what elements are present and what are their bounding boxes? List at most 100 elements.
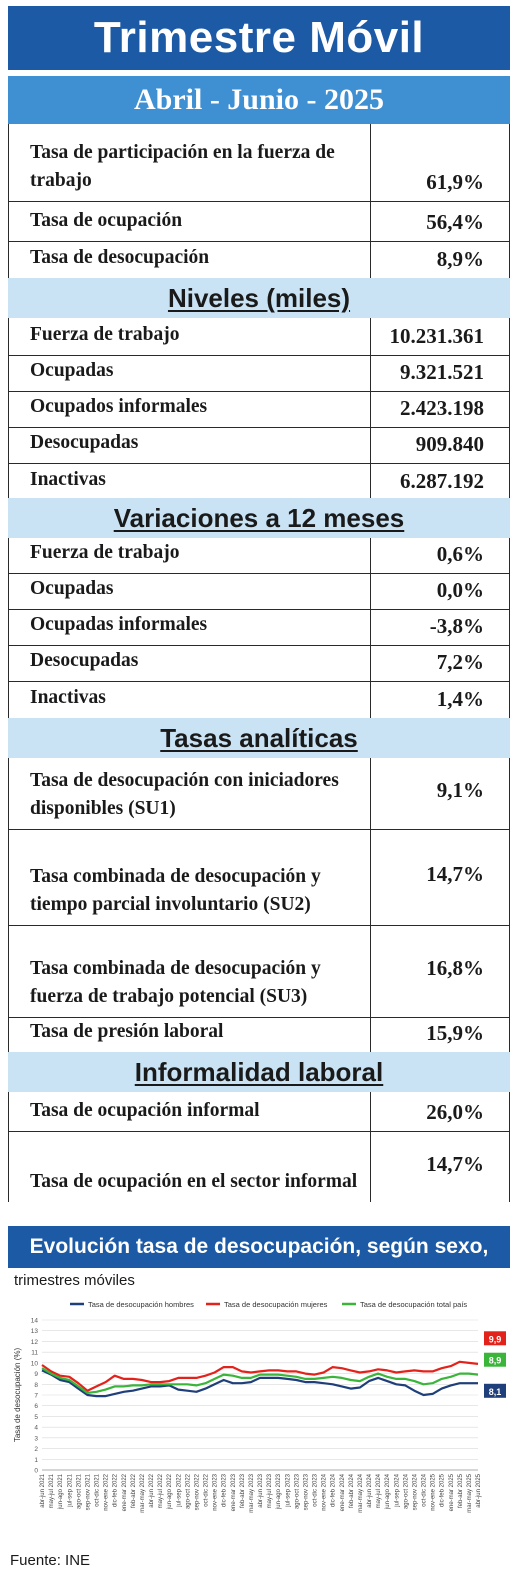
legend-entry: Tasa de desocupación total país	[360, 1300, 467, 1309]
x-tick-label: may-jul 2024	[376, 1473, 382, 1508]
variation-value: 0,0%	[370, 574, 510, 609]
y-tick-label: 7	[34, 1393, 38, 1400]
x-tick-label: oct-dic 2024	[422, 1473, 428, 1506]
rates-table: Tasa de participación en la fuerza de tr…	[8, 124, 510, 278]
x-tick-label: jul-sep 2023	[285, 1473, 291, 1507]
variation-value: 1,4%	[370, 682, 510, 718]
analytic-value: 9,1%	[370, 758, 510, 829]
level-row: Ocupados informales 2.423.198	[8, 392, 510, 428]
rate-label: Tasa de ocupación	[30, 210, 183, 231]
level-row: Desocupadas 909.840	[8, 428, 510, 464]
analytic-row: Tasa de desocupación con iniciadores dis…	[8, 758, 510, 830]
variation-value: 0,6%	[370, 538, 510, 573]
x-tick-label: ene-mar 2024	[340, 1473, 346, 1511]
y-tick-label: 11	[31, 1350, 38, 1357]
rate-label: Tasa de participación en la fuerza de tr…	[30, 142, 335, 191]
x-tick-label: ene-mar 2025	[449, 1473, 455, 1511]
x-tick-label: feb-abr 2024	[349, 1473, 355, 1508]
period-banner: Abril - Junio - 2025	[8, 76, 510, 124]
x-tick-label: ago-oct 2024	[403, 1473, 409, 1509]
informality-row: Tasa de ocupación informal 26,0%	[8, 1092, 510, 1132]
x-tick-label: feb-abr 2022	[131, 1473, 137, 1508]
x-tick-label: sep-nov 2023	[303, 1473, 309, 1510]
analytic-label: Tasa de desocupación con iniciadores dis…	[30, 770, 339, 819]
level-value: 10.231.361	[370, 318, 510, 355]
series-line	[41, 1369, 478, 1398]
x-tick-label: ago-oct 2023	[294, 1473, 300, 1509]
y-tick-label: 10	[31, 1360, 39, 1367]
x-tick-label: jun-ago 2023	[276, 1473, 282, 1510]
x-tick-label: nov-ene 2024	[322, 1473, 328, 1510]
end-label: 9,9	[489, 1334, 502, 1344]
end-label-box	[484, 1352, 506, 1367]
informality-label: Tasa de ocupación en el sector informal	[30, 1171, 358, 1192]
section-title-informality: Informalidad laboral	[8, 1052, 510, 1092]
x-tick-label: may-jul 2022	[158, 1473, 164, 1508]
unemployment-line-chart: Tasa de desocupación hombres Tasa de deso…	[13, 1300, 506, 1513]
y-tick-label: 0	[34, 1468, 38, 1475]
informality-row: Tasa de ocupación en el sector informal …	[8, 1132, 510, 1202]
level-label: Inactivas	[30, 469, 106, 490]
analytic-value: 14,7%	[370, 830, 510, 925]
variation-row: Ocupadas 0,0%	[8, 574, 510, 610]
section-title-analytic: Tasas analíticas	[8, 718, 510, 758]
levels-table: Niveles (miles) Fuerza de trabajo 10.231…	[8, 278, 510, 500]
series-line	[41, 1360, 479, 1392]
analytic-label: Tasa combinada de desocupación y fuerza …	[30, 958, 321, 1007]
level-row: Ocupadas 9.321.521	[8, 356, 510, 392]
x-tick-label: jul-sep 2021	[67, 1473, 73, 1507]
analytic-label: Tasa combinada de desocupación y tiempo …	[30, 866, 321, 915]
level-label: Fuerza de trabajo	[30, 324, 180, 345]
level-value: 2.423.198	[370, 392, 510, 427]
x-tick-label: sep-nov 2024	[412, 1473, 418, 1510]
chart-area: Tasa de desocupación hombres Tasa de deso…	[8, 1290, 510, 1552]
section-title-variations: Variaciones a 12 meses	[8, 498, 510, 538]
x-tick-label: abr-jun 2022	[149, 1473, 155, 1507]
analytic-row: Tasa de presión laboral 15,9%	[8, 1018, 510, 1052]
x-tick-label: oct-dic 2021	[95, 1473, 101, 1506]
x-tick-label: jul-sep 2022	[176, 1473, 182, 1507]
variation-row: Ocupadas informales -3,8%	[8, 610, 510, 646]
x-tick-label: dic-feb 2022	[113, 1473, 119, 1507]
x-tick-label: abr-jun 2025	[476, 1473, 482, 1507]
y-tick-label: 5	[34, 1414, 38, 1421]
x-tick-label: dic-feb 2024	[331, 1473, 337, 1507]
x-tick-label: ago-oct 2021	[76, 1473, 82, 1509]
y-tick-label: 14	[31, 1318, 39, 1325]
chart-subtitle: trimestres móviles	[14, 1272, 135, 1289]
x-tick-label: jun-ago 2024	[385, 1473, 391, 1510]
rate-value: 56,4%	[370, 202, 510, 241]
x-tick-label: dic-feb 2023	[222, 1473, 228, 1507]
level-value: 9.321.521	[370, 356, 510, 391]
x-tick-label: mar-may 2024	[358, 1473, 364, 1512]
level-label: Ocupadas	[30, 360, 114, 381]
rate-row: Tasa de ocupación 56,4%	[8, 202, 510, 242]
informality-value: 26,0%	[370, 1092, 510, 1131]
variation-label: Desocupadas	[30, 650, 139, 671]
x-tick-label: sep-nov 2021	[85, 1473, 91, 1510]
y-tick-label: 6	[34, 1403, 38, 1410]
rate-row: Tasa de participación en la fuerza de tr…	[8, 124, 510, 202]
rate-row: Tasa de desocupación 8,9%	[8, 242, 510, 278]
analytic-row: Tasa combinada de desocupación y fuerza …	[8, 926, 510, 1018]
x-tick-label: abr-jun 2023	[258, 1473, 264, 1507]
informality-value: 14,7%	[370, 1132, 510, 1202]
x-tick-label: jul-sep 2024	[394, 1473, 400, 1507]
analytic-table: Tasas analíticas Tasa de desocupación co…	[8, 718, 510, 1052]
x-tick-label: feb-abr 2023	[240, 1473, 246, 1508]
y-tick-label: 4	[34, 1425, 38, 1432]
level-label: Desocupadas	[30, 432, 139, 453]
variation-row: Fuerza de trabajo 0,6%	[8, 538, 510, 574]
variation-row: Inactivas 1,4%	[8, 682, 510, 718]
x-tick-label: abr-jun 2021	[40, 1473, 46, 1507]
x-tick-label: oct-dic 2023	[313, 1473, 319, 1506]
variation-value: -3,8%	[370, 610, 510, 645]
level-value: 6.287.192	[370, 464, 510, 500]
informality-label: Tasa de ocupación informal	[30, 1100, 260, 1121]
variation-row: Desocupadas 7,2%	[8, 646, 510, 682]
series-line	[41, 1367, 479, 1395]
variation-label: Inactivas	[30, 687, 106, 708]
y-tick-label: 8	[34, 1382, 38, 1389]
x-tick-label: mar-may 2022	[140, 1473, 146, 1512]
y-tick-label: 2	[34, 1446, 38, 1453]
